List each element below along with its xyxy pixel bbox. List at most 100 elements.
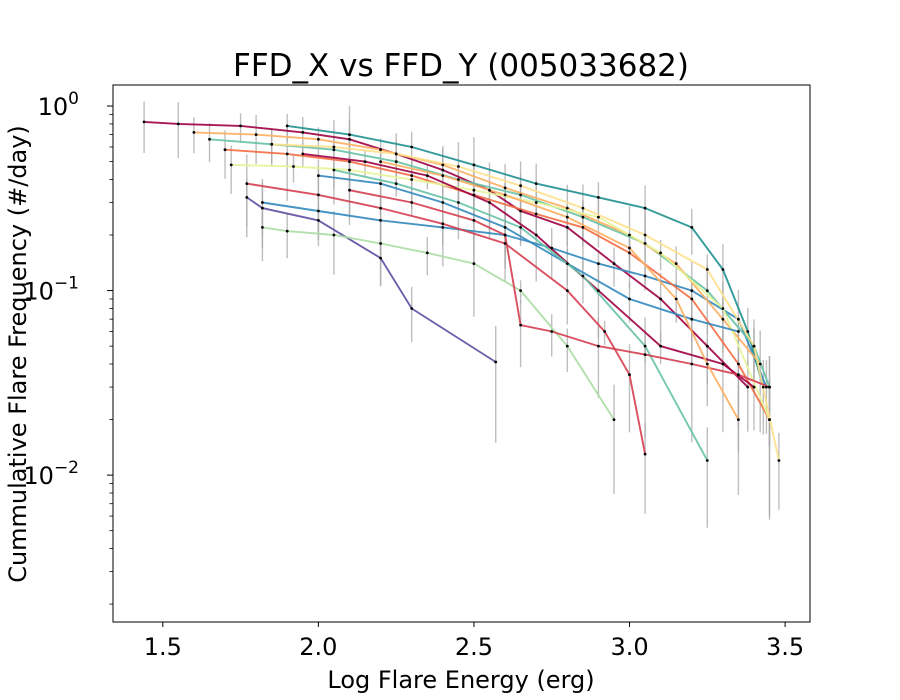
series-line-12 <box>318 174 739 333</box>
data-point <box>410 145 414 149</box>
data-point <box>379 148 382 152</box>
data-point <box>565 206 569 210</box>
data-point <box>581 274 585 278</box>
data-point <box>441 168 445 172</box>
data-point <box>379 219 382 222</box>
data-point <box>488 188 491 192</box>
data-point <box>394 182 398 186</box>
data-point <box>261 226 264 229</box>
data-point <box>317 219 320 222</box>
data-point <box>705 268 709 271</box>
data-point <box>519 289 522 292</box>
data-point <box>457 178 460 181</box>
data-point <box>534 201 538 204</box>
data-point <box>394 160 398 164</box>
data-point <box>721 307 725 310</box>
data-point <box>503 226 507 229</box>
data-point <box>705 344 709 348</box>
data-point <box>441 222 445 226</box>
data-point <box>705 459 709 462</box>
data-point <box>737 418 740 421</box>
data-point <box>379 160 382 164</box>
data-point <box>628 251 631 255</box>
plot-frame <box>112 84 811 623</box>
data-point <box>705 289 709 292</box>
data-point <box>301 152 305 156</box>
data-point <box>534 233 538 237</box>
data-point <box>503 233 507 237</box>
data-point <box>597 289 600 292</box>
y-axis-label: Cummulative Flare Frequency (#/day) <box>4 125 32 583</box>
data-point <box>519 184 522 188</box>
data-point <box>254 133 258 137</box>
series-line-6 <box>224 148 771 421</box>
data-point <box>488 201 491 204</box>
data-point <box>761 385 765 389</box>
data-point <box>690 317 694 321</box>
data-point <box>597 215 600 219</box>
data-point <box>503 193 507 197</box>
data-point <box>612 262 616 265</box>
data-point <box>628 297 631 301</box>
data-point <box>597 262 600 265</box>
series-line-2 <box>246 196 497 363</box>
data-point <box>348 188 351 192</box>
data-point <box>534 212 538 216</box>
data-point <box>768 385 771 389</box>
data-point <box>628 233 631 237</box>
data-point <box>394 152 398 156</box>
data-point <box>603 330 606 333</box>
plot-area <box>142 101 781 528</box>
data-point <box>348 160 351 164</box>
data-point <box>441 201 445 204</box>
data-point <box>674 262 678 265</box>
data-point <box>348 133 351 137</box>
data-point <box>643 233 647 237</box>
data-point <box>292 165 295 168</box>
series-line-15 <box>380 160 740 421</box>
data-point <box>643 452 647 456</box>
data-point <box>581 215 585 219</box>
series-line-0 <box>144 120 749 388</box>
series-line-1 <box>262 201 768 388</box>
data-point <box>519 193 522 197</box>
data-point <box>643 242 647 245</box>
data-point <box>503 186 507 190</box>
data-point <box>643 274 647 278</box>
data-point <box>534 182 538 186</box>
data-point <box>441 226 445 229</box>
data-point <box>285 229 289 233</box>
data-point <box>581 226 585 229</box>
data-point <box>758 362 762 366</box>
data-point <box>768 418 771 421</box>
data-point <box>332 168 336 172</box>
x-tick-label: 2.0 <box>299 633 337 661</box>
data-point <box>229 163 233 167</box>
x-tick-label: 1.5 <box>144 633 182 661</box>
series-markers <box>142 120 781 462</box>
data-point <box>317 193 320 197</box>
data-point <box>379 182 382 186</box>
data-point <box>565 226 569 229</box>
series-lines <box>144 120 780 461</box>
data-point <box>659 344 662 348</box>
y-tick-label: 10−1 <box>23 274 79 306</box>
data-point <box>410 174 414 178</box>
data-point <box>317 174 320 178</box>
data-point <box>519 209 522 213</box>
data-point <box>643 344 647 348</box>
data-point <box>457 165 460 168</box>
series-line-5 <box>193 131 761 365</box>
data-point <box>565 262 569 265</box>
data-point <box>690 226 694 229</box>
data-point <box>550 330 554 333</box>
data-point <box>317 209 320 213</box>
data-point <box>643 353 647 356</box>
data-point <box>285 152 289 156</box>
data-point <box>503 242 507 245</box>
x-tick-label: 3.0 <box>610 633 648 661</box>
data-point <box>379 206 382 210</box>
data-point <box>519 323 522 327</box>
data-point <box>565 344 569 348</box>
